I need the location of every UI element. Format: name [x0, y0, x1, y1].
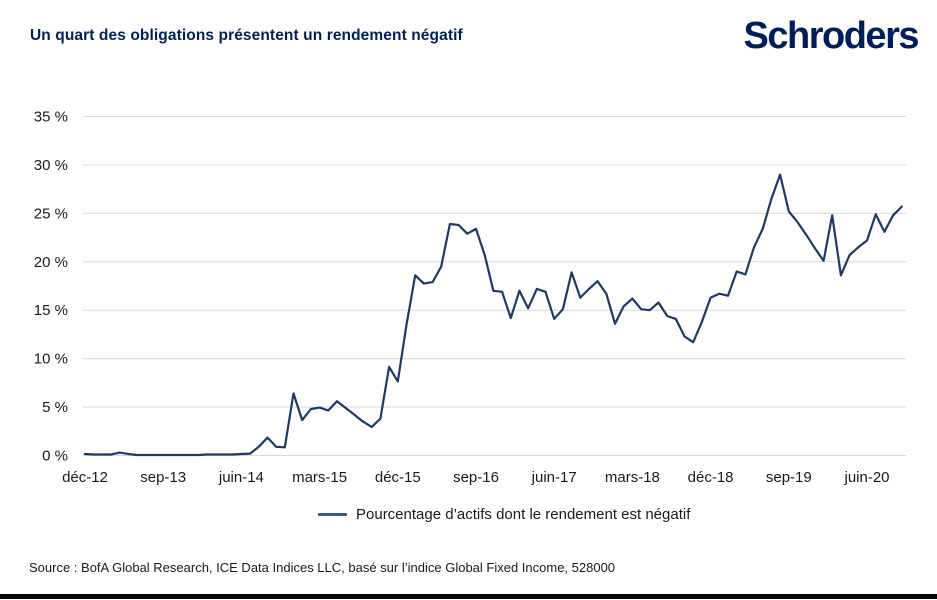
y-axis-tick-label: 30 % — [34, 157, 68, 174]
x-axis-tick-label: juin-17 — [531, 469, 577, 486]
x-axis-tick-label: déc-12 — [62, 469, 108, 486]
y-axis-tick-label: 20 % — [34, 254, 68, 271]
y-axis-tick-label: 0 % — [42, 448, 68, 465]
chart-legend: Pourcentage d’actifs dont le rendement e… — [318, 506, 690, 523]
legend-line-swatch — [318, 513, 347, 516]
y-axis-tick-label: 5 % — [42, 399, 68, 416]
y-axis-tick-label: 15 % — [34, 302, 68, 319]
x-axis-tick-label: déc-15 — [375, 469, 421, 486]
x-axis-tick-label: mars-15 — [292, 469, 347, 486]
x-axis-tick-label: sep-13 — [140, 469, 186, 486]
legend-label: Pourcentage d’actifs dont le rendement e… — [356, 506, 691, 523]
schroders-logo: Schroders — [743, 15, 920, 57]
source-note: Source : BofA Global Research, ICE Data … — [29, 560, 616, 575]
page-title: Un quart des obligations présentent un r… — [30, 27, 463, 44]
y-axis-tick-label: 10 % — [34, 351, 68, 368]
x-axis-tick-label: déc-18 — [688, 469, 734, 486]
bottom-rule — [0, 594, 937, 599]
x-axis-tick-label: mars-18 — [605, 469, 660, 486]
x-axis-tick-label: juin-14 — [218, 469, 264, 486]
y-axis-tick-label: 35 % — [34, 109, 68, 126]
x-axis-tick-label: sep-16 — [453, 469, 499, 486]
x-axis-tick-label: juin-20 — [843, 469, 889, 486]
y-axis-tick-label: 25 % — [34, 205, 68, 222]
x-axis-tick-label: sep-19 — [766, 469, 812, 486]
data-line — [83, 173, 903, 457]
